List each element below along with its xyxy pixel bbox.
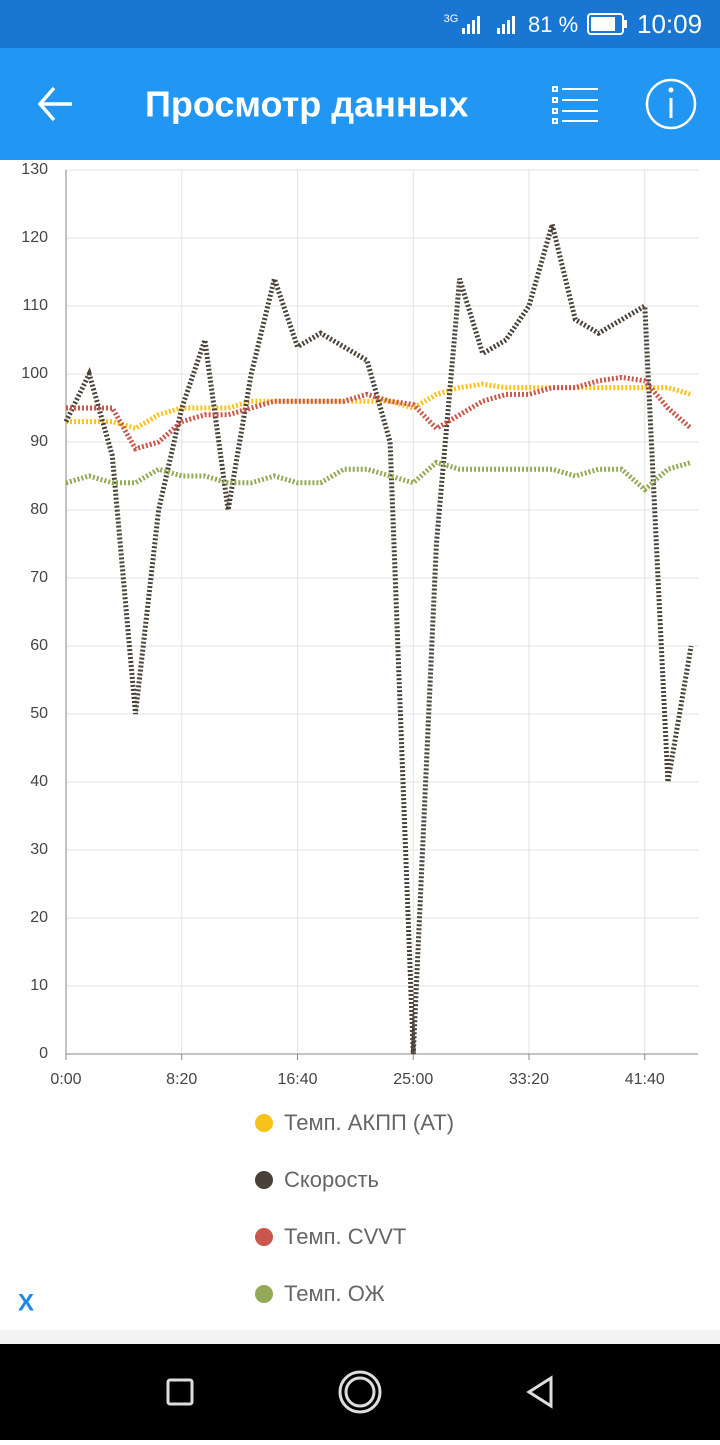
x-tick-label: 0:00 (50, 1071, 81, 1088)
data-line (65, 459, 692, 493)
legend-marker (255, 1171, 273, 1189)
battery-text: 81 % (528, 12, 578, 37)
y-tick-label: 20 (30, 909, 48, 926)
home-button[interactable] (338, 1370, 382, 1414)
y-tick-label: 100 (21, 365, 48, 382)
legend-marker (255, 1228, 273, 1246)
back-nav[interactable] (526, 1375, 553, 1409)
y-tick-label: 60 (30, 637, 48, 654)
y-tick-label: 120 (21, 229, 48, 246)
y-tick-label: 110 (22, 297, 48, 314)
list-button[interactable] (552, 86, 598, 124)
legend-label: Темп. CVVT (284, 1224, 406, 1249)
y-tick-label: 10 (30, 977, 48, 994)
recent-button[interactable] (166, 1378, 194, 1406)
nav-bar (0, 1344, 720, 1440)
back-button[interactable] (37, 86, 72, 122)
app-title: Просмотр данных (145, 84, 468, 125)
data-line (66, 374, 693, 452)
data-line (66, 381, 692, 432)
y-tick-label: 0 (39, 1045, 48, 1062)
data-line (63, 214, 694, 1055)
y-tick-label: 40 (30, 773, 48, 790)
legend-marker (255, 1285, 273, 1303)
x-tick-label: 25:00 (393, 1071, 433, 1088)
legend-label: Скорость (284, 1167, 379, 1192)
ad-area (0, 1330, 720, 1344)
y-tick-label: 90 (30, 433, 48, 450)
x-tick-label: 41:40 (625, 1071, 665, 1088)
clock: 10:09 (637, 9, 702, 39)
y-tick-label: 70 (30, 569, 48, 586)
chart: 0 10 20 30 40 50 60 70 80 90 100 110 120 130 0:00 8:20 1… (21, 161, 698, 1306)
y-tick-label: 30 (30, 841, 48, 858)
x-tick-label: 16:40 (277, 1071, 317, 1088)
ad-close[interactable]: X (18, 1289, 34, 1316)
legend-marker (255, 1114, 273, 1132)
y-tick-label: 130 (21, 161, 48, 178)
battery-icon (587, 13, 627, 35)
x-tick-label: 8:20 (166, 1071, 197, 1088)
y-tick-label: 50 (30, 705, 48, 722)
signal (462, 16, 515, 34)
network: 3G (444, 13, 459, 25)
y-tick-label: 80 (30, 501, 48, 518)
info-button[interactable] (645, 78, 697, 130)
legend-label: Темп. ОЖ (284, 1281, 385, 1306)
legend-label: Темп. АКПП (AT) (284, 1110, 454, 1135)
app-bar (0, 48, 720, 160)
x-tick-label: 33:20 (509, 1071, 549, 1088)
